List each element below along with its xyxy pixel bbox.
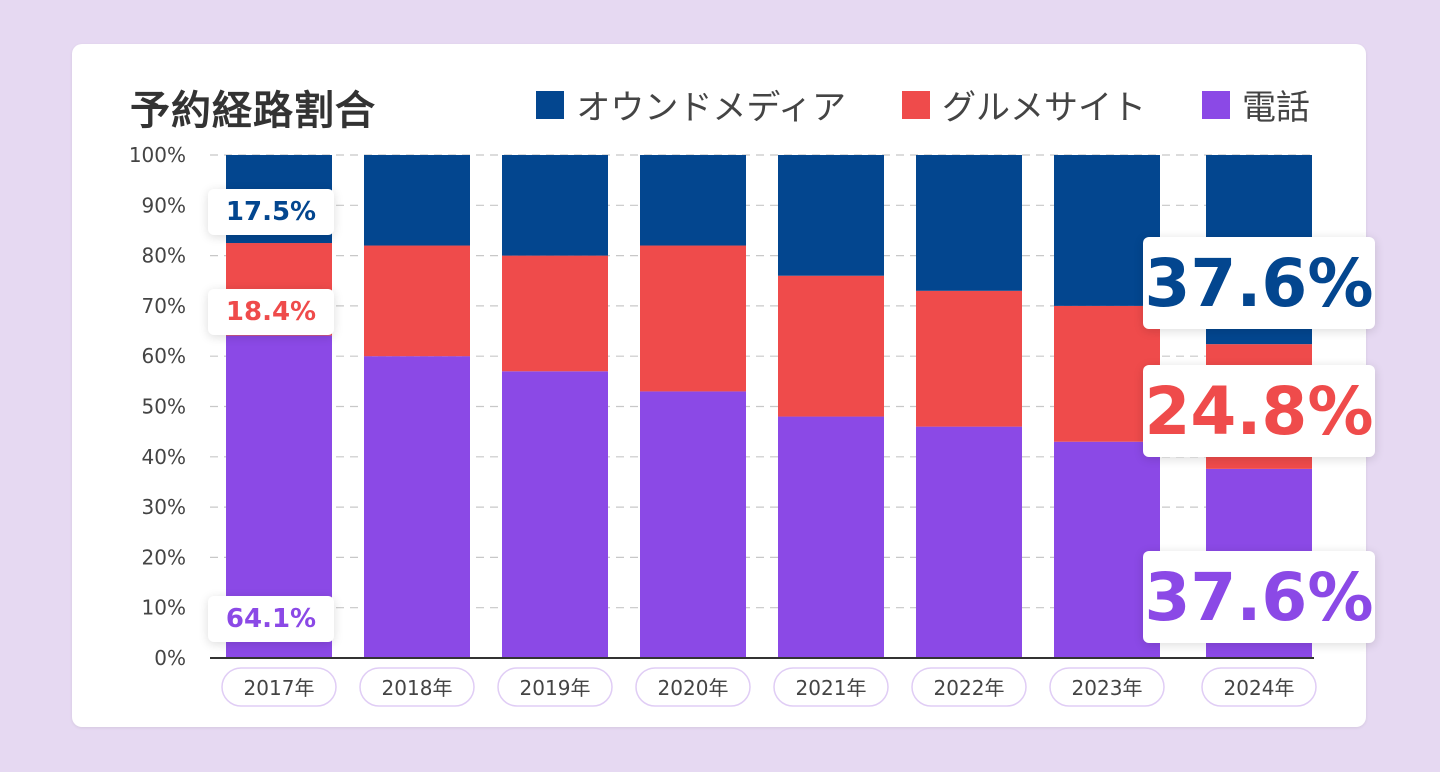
- legend-item-owned-media: オウンドメディア: [536, 80, 846, 129]
- bar-segment: [916, 155, 1022, 291]
- x-tick-pill: [911, 667, 1027, 707]
- y-tick-label: 60%: [142, 344, 186, 368]
- y-tick-label: 80%: [142, 244, 186, 268]
- bar-segment: [1054, 441, 1160, 658]
- x-tick-pill: [359, 667, 475, 707]
- callout-2024-gourmet-site: 24.8%: [1143, 365, 1375, 457]
- y-tick-label: 30%: [142, 495, 186, 519]
- x-tick-label: 2023年: [1072, 676, 1143, 700]
- x-tick-pill: [635, 667, 751, 707]
- legend-swatch-phone: [1202, 90, 1230, 119]
- bar-segment: [502, 371, 608, 658]
- callout-2017-phone: 64.1%: [208, 596, 334, 642]
- bar-segment: [640, 391, 746, 658]
- x-tick-label: 2024年: [1224, 676, 1295, 700]
- y-tick-label: 0%: [154, 646, 186, 670]
- x-tick-label: 2020年: [658, 676, 729, 700]
- x-tick-label: 2021年: [796, 676, 867, 700]
- bar-segment: [640, 155, 746, 246]
- bar-segment: [778, 275, 884, 417]
- bar-segment: [364, 245, 470, 357]
- legend-label-phone: 電話: [1242, 88, 1310, 128]
- bar-segment: [364, 155, 470, 246]
- bar-segment: [778, 155, 884, 276]
- y-tick-label: 100%: [129, 143, 186, 167]
- legend-label-gourmet-site: グルメサイト: [942, 88, 1146, 128]
- bar-segment: [778, 416, 884, 658]
- legend-swatch-owned-media: [536, 90, 565, 119]
- x-tick-pill: [497, 667, 613, 707]
- bar-segment: [916, 426, 1022, 658]
- legend: オウンドメディア グルメサイト 電話: [536, 80, 1310, 129]
- callout-2024-owned-media: 37.6%: [1143, 237, 1375, 329]
- legend-item-gourmet-site: グルメサイト: [902, 80, 1146, 129]
- bar-segment: [502, 255, 608, 372]
- callout-2017-owned-media: 17.5%: [208, 189, 334, 235]
- y-tick-label: 10%: [142, 596, 186, 620]
- legend-item-phone: 電話: [1202, 80, 1310, 129]
- y-tick-label: 20%: [142, 545, 186, 569]
- y-tick-label: 40%: [142, 445, 186, 469]
- chart-title: 予約経路割合: [130, 88, 376, 134]
- bar-segment: [640, 245, 746, 392]
- x-tick-label: 2019年: [520, 676, 591, 700]
- x-tick-label: 2017年: [244, 676, 315, 700]
- x-tick-pill: [1201, 667, 1317, 707]
- x-tick-label: 2018年: [382, 676, 453, 700]
- bar-segment: [916, 290, 1022, 427]
- legend-swatch-gourmet-site: [902, 90, 930, 119]
- callout-2024-phone: 37.6%: [1143, 551, 1375, 643]
- x-tick-pill: [1049, 667, 1165, 707]
- bar-segment: [1054, 305, 1160, 442]
- x-tick-pill: [221, 667, 337, 707]
- x-tick-pill: [773, 667, 889, 707]
- legend-label-owned-media: オウンドメディア: [576, 88, 846, 128]
- bar-segment: [1054, 155, 1160, 306]
- callout-2017-gourmet-site: 18.4%: [208, 289, 334, 335]
- bar-segment: [364, 356, 470, 658]
- x-tick-label: 2022年: [934, 676, 1005, 700]
- y-tick-label: 90%: [142, 193, 186, 217]
- bar-segment: [502, 155, 608, 256]
- y-tick-label: 70%: [142, 294, 186, 318]
- y-tick-label: 50%: [142, 395, 186, 419]
